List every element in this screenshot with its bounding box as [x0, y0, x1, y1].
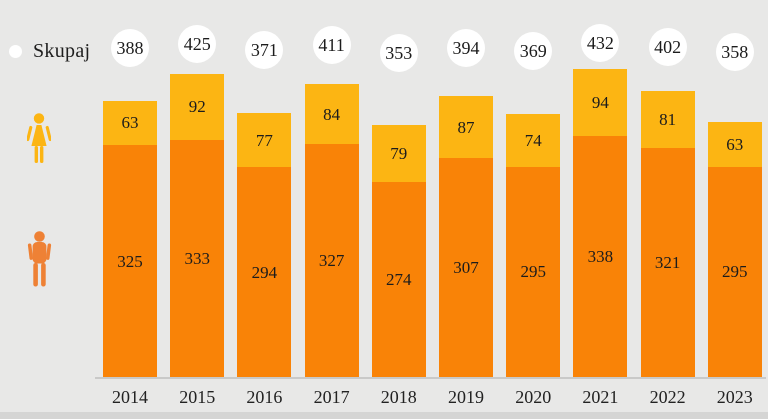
total-value-label-2017: 411: [318, 35, 345, 56]
legend-total: Skupaj: [9, 39, 90, 63]
total-value-label-2020: 369: [519, 40, 547, 61]
bar-value-label-female-2021: 94: [591, 93, 609, 113]
total-marker-2015: 425: [178, 24, 217, 63]
x-axis-label-2015: 2015: [179, 386, 216, 407]
bar-segment-male-2019: 307: [439, 158, 493, 377]
bar-value-label-male-2014: 325: [117, 251, 143, 271]
x-axis-label-2021: 2021: [582, 386, 619, 407]
bar-segment-male-2014: 325: [103, 145, 157, 377]
x-axis-label-2019: 2019: [448, 386, 484, 407]
female-person-icon: [26, 113, 52, 166]
x-axis-label-2014: 2014: [112, 386, 148, 407]
x-axis-label-2022: 2022: [649, 386, 686, 407]
bar-value-label-female-2018: 79: [390, 144, 408, 164]
total-marker-2019: 394: [447, 28, 485, 67]
bar-segment-male-2016: 294: [237, 167, 292, 377]
total-marker-2014: 388: [111, 29, 149, 68]
bar-segment-female-2016: 77: [237, 112, 292, 168]
total-value-label-2015: 425: [183, 33, 211, 54]
bar-value-label-female-2014: 63: [121, 113, 139, 133]
total-marker-2023: 358: [715, 32, 754, 71]
total-value-label-2014: 388: [116, 38, 144, 59]
bar-value-label-male-2016: 294: [251, 262, 278, 282]
bar-segment-female-2022: 81: [640, 90, 695, 149]
bar-value-label-female-2020: 74: [524, 130, 542, 150]
total-marker-2020: 369: [514, 31, 553, 70]
bar-value-label-male-2021: 338: [587, 247, 614, 267]
total-marker-2022: 402: [648, 27, 687, 66]
bar-value-label-female-2015: 92: [188, 97, 206, 117]
legend-total-label: Skupaj: [33, 40, 91, 62]
x-axis-label-2020: 2020: [515, 386, 552, 407]
bar-segment-female-2021: 94: [573, 69, 628, 137]
bar-value-label-female-2019: 87: [457, 117, 475, 137]
total-marker-2017: 411: [312, 26, 351, 65]
total-marker-2018: 353: [379, 33, 418, 72]
bar-value-label-female-2022: 81: [659, 109, 677, 129]
total-value-label-2022: 402: [654, 36, 682, 57]
x-axis-label-2023: 2023: [716, 386, 753, 407]
x-axis-label-2018: 2018: [380, 386, 417, 407]
bar-segment-male-2017: 327: [304, 143, 359, 377]
bar-value-label-male-2022: 321: [654, 253, 681, 273]
bar-segment-male-2015: 333: [170, 139, 225, 377]
bar-value-label-male-2015: 333: [184, 248, 210, 268]
total-value-label-2021: 432: [586, 32, 614, 53]
bar-value-label-female-2017: 84: [323, 104, 341, 124]
bar-value-label-female-2016: 77: [255, 130, 273, 150]
bar-value-label-male-2023: 295: [722, 262, 748, 282]
total-value-label-2023: 358: [721, 41, 749, 62]
bar-value-label-male-2018: 274: [386, 269, 412, 289]
total-value-label-2016: 371: [250, 40, 278, 61]
white-circle-icon: [9, 44, 22, 58]
bar-segment-male-2022: 321: [640, 148, 695, 377]
bar-segment-male-2023: 295: [707, 166, 762, 377]
bar-segment-female-2020: 74: [506, 114, 561, 167]
bar-value-label-male-2020: 295: [520, 262, 546, 282]
x-axis-line: [95, 377, 766, 379]
total-value-label-2019: 394: [452, 37, 480, 58]
bar-segment-female-2014: 63: [103, 100, 157, 146]
bar-value-label-male-2019: 307: [453, 258, 479, 278]
male-person-icon: [26, 231, 53, 288]
x-axis-label-2016: 2016: [246, 386, 283, 407]
bar-segment-male-2020: 295: [506, 166, 561, 377]
x-axis-label-2017: 2017: [313, 386, 350, 407]
bar-segment-female-2015: 92: [170, 74, 225, 140]
bar-value-label-female-2023: 63: [726, 134, 744, 154]
bar-segment-female-2018: 79: [371, 125, 426, 182]
total-value-label-2018: 353: [385, 42, 413, 63]
bottom-window-edge: [0, 412, 768, 419]
total-marker-2016: 371: [245, 31, 284, 70]
bar-segment-female-2023: 63: [707, 121, 762, 167]
bar-value-label-male-2017: 327: [318, 250, 345, 270]
bar-segment-male-2021: 338: [573, 136, 628, 377]
bar-segment-male-2018: 274: [371, 181, 426, 377]
bar-segment-female-2017: 84: [304, 84, 359, 144]
total-marker-2021: 432: [581, 23, 620, 62]
bar-segment-female-2019: 87: [439, 96, 493, 159]
